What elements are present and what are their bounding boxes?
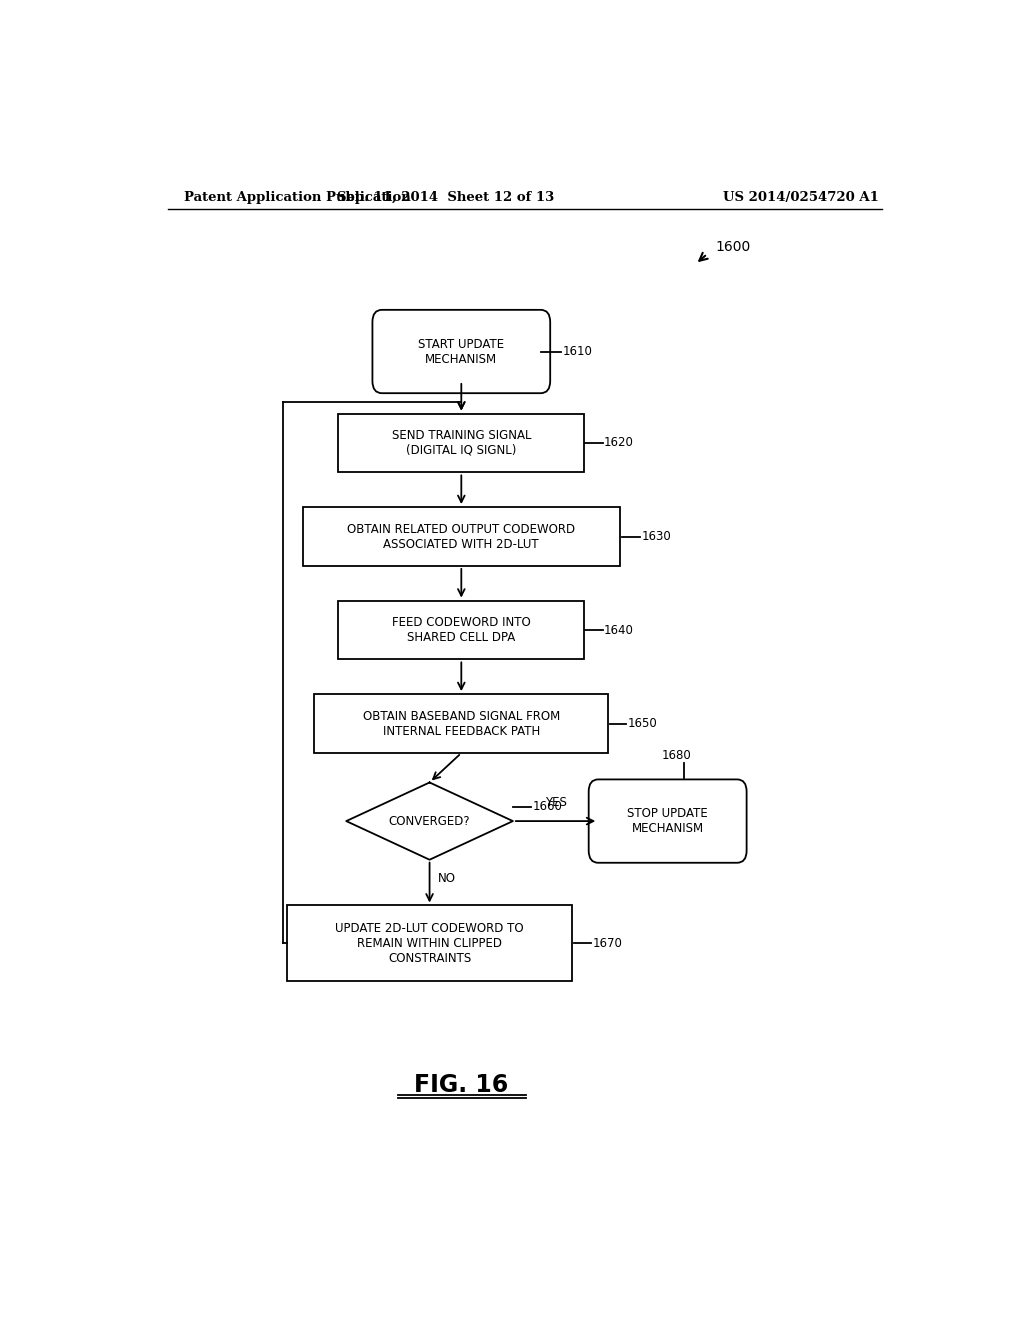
Text: YES: YES — [545, 796, 566, 809]
Text: Sep. 11, 2014  Sheet 12 of 13: Sep. 11, 2014 Sheet 12 of 13 — [337, 190, 554, 203]
FancyBboxPatch shape — [589, 779, 746, 863]
Text: FEED CODEWORD INTO
SHARED CELL DPA: FEED CODEWORD INTO SHARED CELL DPA — [392, 616, 530, 644]
Text: 1660: 1660 — [532, 800, 562, 813]
Text: 1600: 1600 — [715, 240, 751, 253]
Text: 1630: 1630 — [641, 531, 671, 543]
Bar — [287, 906, 572, 981]
Text: FIG. 16: FIG. 16 — [414, 1073, 509, 1097]
Text: CONVERGED?: CONVERGED? — [389, 814, 470, 828]
Text: OBTAIN BASEBAND SIGNAL FROM
INTERNAL FEEDBACK PATH: OBTAIN BASEBAND SIGNAL FROM INTERNAL FEE… — [362, 710, 560, 738]
Text: STOP UPDATE
MECHANISM: STOP UPDATE MECHANISM — [628, 807, 708, 836]
Polygon shape — [346, 783, 513, 859]
Text: OBTAIN RELATED OUTPUT CODEWORD
ASSOCIATED WITH 2D-LUT: OBTAIN RELATED OUTPUT CODEWORD ASSOCIATE… — [347, 523, 575, 550]
Bar — [303, 507, 621, 566]
Text: Patent Application Publication: Patent Application Publication — [183, 190, 411, 203]
Text: 1620: 1620 — [604, 437, 634, 450]
Text: 1640: 1640 — [604, 623, 634, 636]
Text: 1610: 1610 — [563, 345, 593, 358]
Text: 1650: 1650 — [628, 717, 657, 730]
Text: START UPDATE
MECHANISM: START UPDATE MECHANISM — [418, 338, 505, 366]
Text: 1680: 1680 — [662, 748, 691, 762]
Text: NO: NO — [437, 871, 456, 884]
Bar — [338, 413, 585, 473]
Text: 1670: 1670 — [593, 937, 623, 949]
FancyBboxPatch shape — [373, 310, 550, 393]
Text: SEND TRAINING SIGNAL
(DIGITAL IQ SIGNL): SEND TRAINING SIGNAL (DIGITAL IQ SIGNL) — [391, 429, 531, 457]
Bar — [314, 694, 608, 752]
Text: US 2014/0254720 A1: US 2014/0254720 A1 — [723, 190, 879, 203]
Bar — [338, 601, 585, 660]
Text: UPDATE 2D-LUT CODEWORD TO
REMAIN WITHIN CLIPPED
CONSTRAINTS: UPDATE 2D-LUT CODEWORD TO REMAIN WITHIN … — [335, 921, 524, 965]
